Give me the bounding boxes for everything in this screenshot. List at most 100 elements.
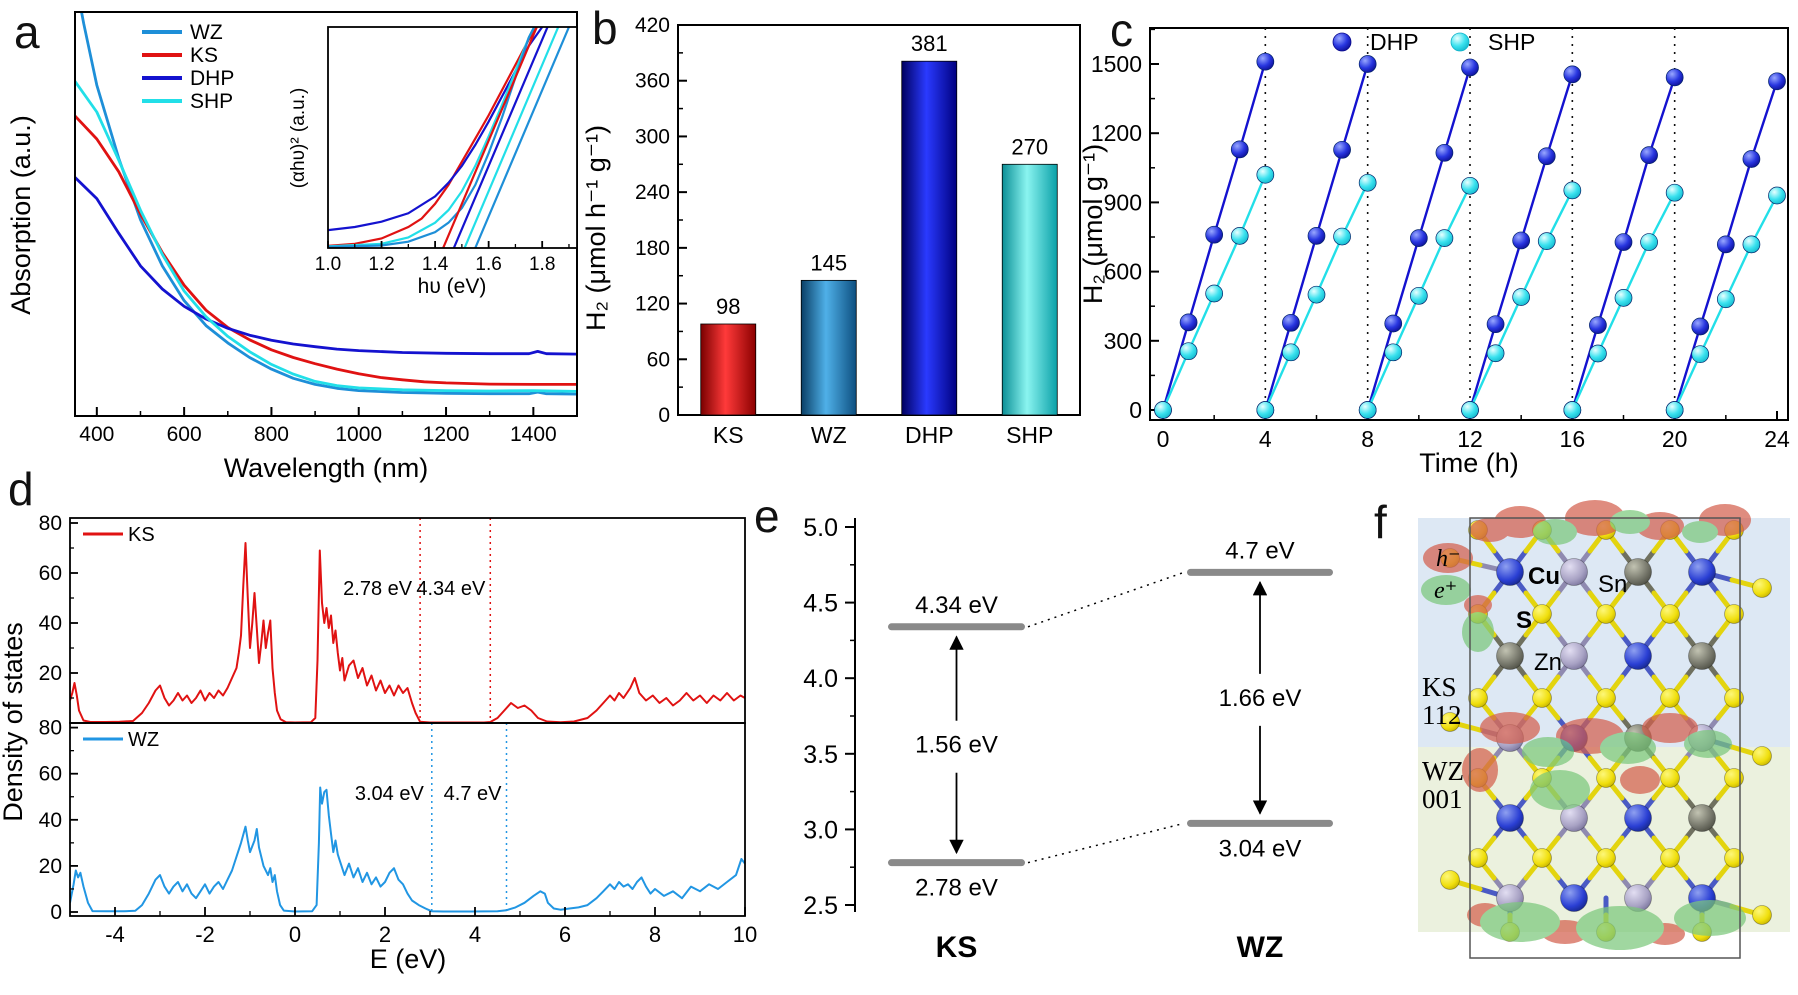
y-tick-label: 360 bbox=[635, 70, 670, 93]
atom-s bbox=[1753, 747, 1772, 766]
data-point-shp bbox=[1436, 230, 1453, 247]
data-point-shp bbox=[1666, 402, 1683, 419]
panel-e-letter: e bbox=[754, 490, 780, 542]
data-point-shp bbox=[1692, 346, 1709, 363]
panel-c-letter: c bbox=[1110, 4, 1133, 56]
panel-a-inset-y-axis-label: (αhυ)² (a.u.) bbox=[288, 88, 309, 189]
data-point-shp bbox=[1641, 234, 1658, 251]
hole-density-blob bbox=[1462, 748, 1498, 792]
panel-b-h2-rate-bar-chart: b H₂ (μmol h⁻¹ g⁻¹) 0 60 120 180 240 300 360 42… bbox=[585, 0, 1090, 470]
data-point-shp bbox=[1334, 228, 1351, 245]
data-point-dhp bbox=[1641, 147, 1658, 164]
bar-value-label: 381 bbox=[911, 31, 948, 56]
atom-s bbox=[1753, 579, 1772, 598]
y-tick-label: 2.5 bbox=[803, 892, 838, 920]
region-label-wz: WZ bbox=[1422, 756, 1464, 786]
inset-bg bbox=[328, 27, 577, 248]
group-name-label: KS bbox=[936, 931, 978, 964]
panel-d-letter: d bbox=[8, 463, 34, 515]
bar-wz bbox=[801, 280, 856, 415]
data-point-dhp bbox=[1769, 73, 1786, 90]
x-tick-label: 400 bbox=[79, 423, 114, 446]
data-point-shp bbox=[1615, 289, 1632, 306]
atom-s bbox=[1661, 769, 1680, 788]
atom-sn bbox=[1561, 643, 1588, 670]
x-category-label: WZ bbox=[811, 422, 847, 448]
data-point-dhp bbox=[1206, 226, 1223, 243]
gap-label: 4.34 eV bbox=[416, 578, 486, 600]
x-tick-label: 600 bbox=[167, 423, 202, 446]
data-point-shp bbox=[1231, 227, 1248, 244]
y-tick-label: 180 bbox=[635, 237, 670, 260]
data-point-shp bbox=[1462, 402, 1479, 419]
panel-a-absorption-chart: a Absorption (a.u.) Wavelength (nm) WZ K… bbox=[0, 0, 585, 500]
electron-density-blob bbox=[1462, 612, 1494, 652]
level-value-label: 4.7 eV bbox=[1225, 537, 1294, 564]
x-tick-label: -2 bbox=[195, 922, 215, 947]
data-point-shp bbox=[1538, 233, 1555, 250]
panel-c-legend: DHP SHP bbox=[1322, 29, 1535, 55]
hole-label: h⁻ bbox=[1436, 546, 1461, 572]
y-tick-label: 900 bbox=[1104, 189, 1142, 215]
data-point-dhp bbox=[1615, 234, 1632, 251]
y-tick-label: 1200 bbox=[1091, 120, 1142, 146]
x-tick-label: 800 bbox=[254, 423, 289, 446]
atom-cu bbox=[1625, 643, 1652, 670]
x-tick-label: 6 bbox=[559, 922, 571, 947]
y-tick-label: 120 bbox=[635, 293, 670, 316]
data-point-shp bbox=[1180, 343, 1197, 360]
data-point-shp bbox=[1564, 402, 1581, 419]
y-tick-label: 300 bbox=[635, 125, 670, 148]
atom-cu bbox=[1497, 805, 1524, 832]
data-point-shp bbox=[1743, 236, 1760, 253]
y-tick-label: 60 bbox=[647, 348, 670, 371]
y-tick-label: 20 bbox=[39, 855, 62, 878]
y-tick-label: 0 bbox=[658, 404, 670, 427]
data-point-shp bbox=[1385, 344, 1402, 361]
y-tick-label: 0 bbox=[50, 901, 62, 924]
data-point-dhp bbox=[1666, 69, 1683, 86]
data-point-shp bbox=[1155, 402, 1172, 419]
x-tick-label: 1400 bbox=[510, 423, 557, 446]
atom-s bbox=[1661, 689, 1680, 708]
x-category-label: KS bbox=[713, 422, 744, 448]
gap-value-label: 1.56 eV bbox=[915, 732, 998, 759]
energy-level-bar-upper-ks bbox=[888, 623, 1025, 630]
legend-label-dhp: DHP bbox=[190, 67, 234, 90]
atom-label-zn: Zn bbox=[1534, 649, 1562, 676]
y-tick-label: 4.0 bbox=[803, 665, 838, 693]
dos-curve-ks bbox=[70, 543, 745, 723]
panel-b-letter: b bbox=[592, 2, 618, 54]
atom-cu bbox=[1497, 559, 1524, 586]
data-point-shp bbox=[1666, 184, 1683, 201]
atom-cu bbox=[1561, 885, 1588, 912]
dos-curve-wz bbox=[70, 788, 745, 912]
legend-marker-dhp bbox=[1333, 33, 1351, 51]
y-tick-label: 4.5 bbox=[803, 590, 838, 618]
data-point-dhp bbox=[1513, 232, 1530, 249]
data-point-dhp bbox=[1717, 236, 1734, 253]
x-tick-label: 0 bbox=[289, 922, 301, 947]
y-tick-label: 600 bbox=[1104, 259, 1142, 285]
panel-d-y-axis-label: Density of states bbox=[0, 622, 28, 822]
y-tick-label: 1500 bbox=[1091, 51, 1142, 77]
panel-a-y-axis-label: Absorption (a.u.) bbox=[6, 115, 36, 315]
data-point-shp bbox=[1410, 287, 1427, 304]
group-name-label: WZ bbox=[1237, 931, 1284, 964]
data-point-shp bbox=[1513, 288, 1530, 305]
x-tick-label: 1000 bbox=[335, 423, 382, 446]
bar-ks bbox=[701, 324, 756, 415]
atom-cu bbox=[1689, 559, 1716, 586]
y-tick-label: 0 bbox=[1129, 397, 1142, 423]
atom-label-s: S bbox=[1516, 607, 1532, 634]
panel-f-letter: f bbox=[1374, 496, 1387, 548]
inset-x-tick-label: 1.4 bbox=[422, 254, 449, 275]
x-category-label: SHP bbox=[1006, 422, 1053, 448]
y-tick-label: 300 bbox=[1104, 328, 1142, 354]
y-tick-label: 5.0 bbox=[803, 514, 838, 542]
bar-value-label: 98 bbox=[716, 294, 740, 319]
atom-label-sn: Sn bbox=[1598, 571, 1627, 598]
atom-zn bbox=[1689, 643, 1716, 670]
atom-s bbox=[1469, 849, 1488, 868]
data-point-dhp bbox=[1334, 141, 1351, 158]
